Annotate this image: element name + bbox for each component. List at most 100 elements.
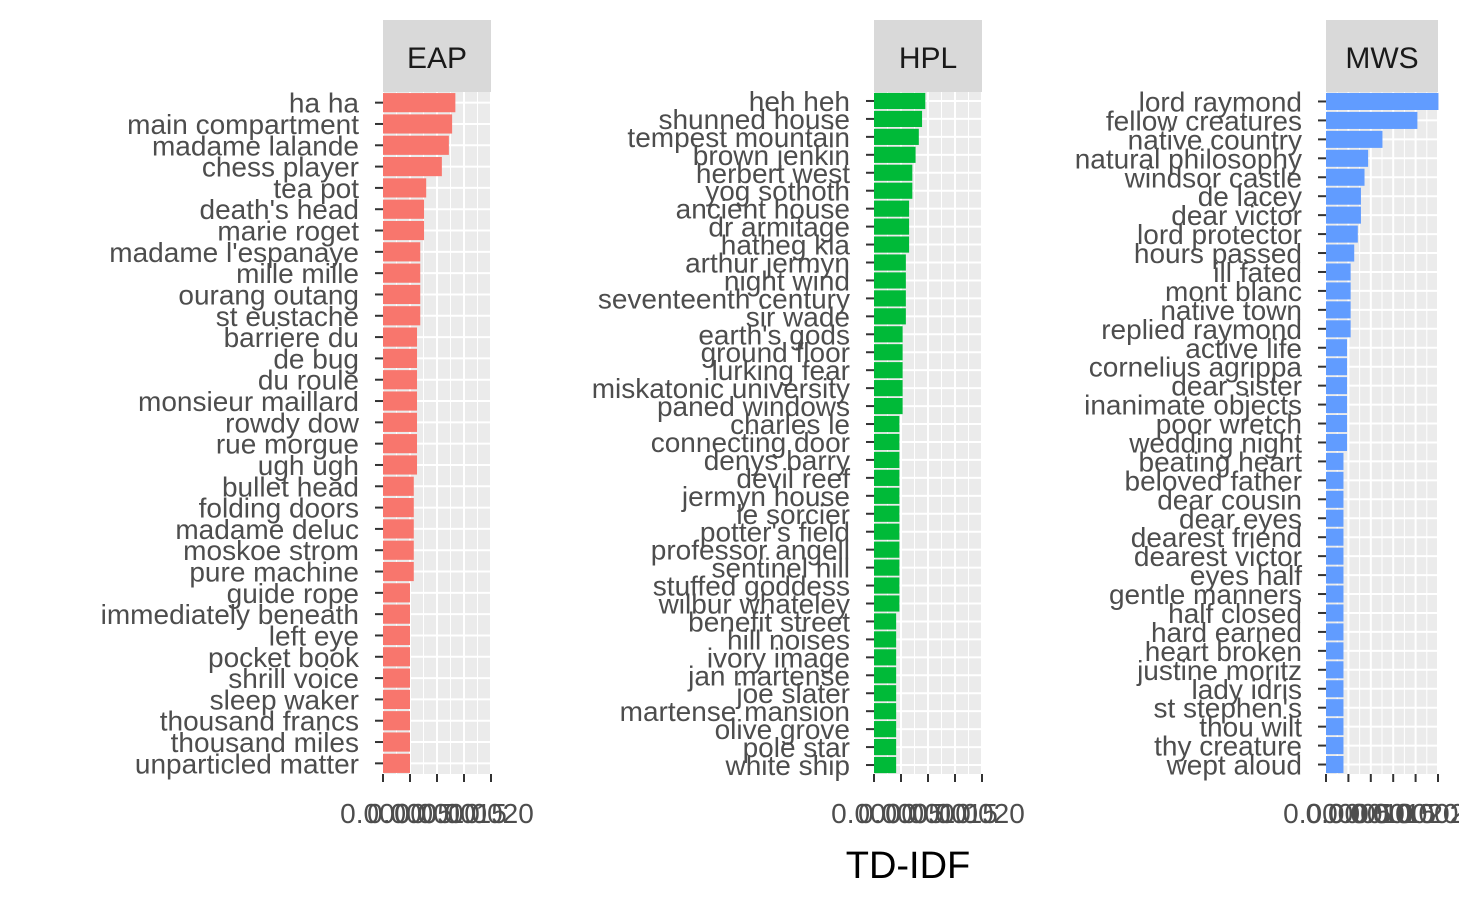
category-label: active life bbox=[1185, 333, 1302, 364]
bar bbox=[874, 218, 910, 235]
bar bbox=[874, 649, 897, 666]
category-label: lady idris bbox=[1192, 674, 1302, 705]
category-label: paned windows bbox=[657, 391, 850, 422]
category-label: hill noises bbox=[727, 624, 850, 655]
bar bbox=[1326, 358, 1348, 376]
category-label: hours passed bbox=[1134, 238, 1302, 269]
category-label: main compartment bbox=[127, 109, 359, 140]
bar bbox=[874, 595, 900, 612]
x-tick-label: 0.0000 bbox=[831, 798, 917, 829]
x-tick-label: 0.0010 bbox=[1328, 798, 1414, 829]
category-label: sentinel hill bbox=[711, 553, 850, 584]
category-label: heart broken bbox=[1145, 636, 1302, 667]
category-label: sleep waker bbox=[210, 684, 359, 715]
bar bbox=[874, 451, 900, 468]
bar bbox=[874, 146, 916, 163]
bar bbox=[1326, 737, 1344, 755]
category-label: jan martense bbox=[687, 660, 850, 691]
bar bbox=[874, 703, 897, 720]
category-label: tea pot bbox=[273, 173, 359, 204]
bar bbox=[383, 519, 414, 539]
bar bbox=[383, 370, 418, 390]
category-label: beloved father bbox=[1125, 465, 1302, 496]
category-label: justine moritz bbox=[1136, 655, 1302, 686]
bar bbox=[874, 326, 903, 343]
bar bbox=[874, 398, 903, 415]
category-label: hatheg kla bbox=[721, 230, 851, 261]
x-tick-label: 0.0015 bbox=[421, 798, 507, 829]
bar bbox=[874, 541, 900, 558]
x-tick-label: 0.0000 bbox=[1283, 798, 1369, 829]
bar bbox=[1326, 509, 1344, 527]
category-label: bullet head bbox=[222, 471, 359, 502]
x-tick-label: 0.0005 bbox=[858, 798, 944, 829]
bar bbox=[874, 344, 903, 361]
category-label: wilbur whateley bbox=[658, 589, 850, 620]
category-label: madame l'espanaye bbox=[109, 237, 359, 268]
bar bbox=[1326, 187, 1361, 205]
bar bbox=[1326, 320, 1351, 338]
category-label: connecting door bbox=[651, 427, 850, 458]
category-label: tempest mountain bbox=[627, 122, 850, 153]
category-label: professor angell bbox=[651, 535, 850, 566]
category-label: martense mansion bbox=[620, 696, 850, 727]
bar bbox=[383, 199, 425, 219]
category-label: white ship bbox=[724, 750, 850, 781]
bar bbox=[383, 327, 418, 347]
category-label: seventeenth century bbox=[598, 283, 850, 314]
bar bbox=[874, 487, 900, 504]
facet-strip-label: EAP bbox=[407, 42, 467, 75]
category-label: thousand francs bbox=[160, 706, 359, 737]
category-label: st eustache bbox=[216, 301, 359, 332]
category-label: st stephen's bbox=[1153, 693, 1302, 724]
category-label: earth's gods bbox=[698, 319, 850, 350]
bar bbox=[383, 93, 456, 113]
bar bbox=[1326, 339, 1348, 357]
bar bbox=[383, 178, 427, 198]
bar bbox=[383, 668, 410, 688]
bar bbox=[383, 476, 414, 496]
bar bbox=[1326, 680, 1344, 698]
bar bbox=[874, 631, 897, 648]
bar bbox=[1326, 718, 1344, 736]
bar bbox=[874, 272, 906, 289]
category-label: folding doors bbox=[199, 493, 359, 524]
bar bbox=[874, 469, 900, 486]
category-label: chess player bbox=[202, 152, 359, 183]
bar bbox=[1326, 756, 1344, 774]
bar bbox=[874, 505, 900, 522]
bar bbox=[1326, 282, 1351, 300]
bar bbox=[874, 362, 903, 379]
bar bbox=[874, 667, 897, 684]
x-tick-label: 0.0005 bbox=[1306, 798, 1392, 829]
x-tick-label: 0.0020 bbox=[448, 798, 534, 829]
category-label: pure machine bbox=[189, 557, 359, 588]
bar bbox=[383, 220, 425, 241]
category-label: thousand miles bbox=[171, 727, 359, 758]
bar bbox=[383, 434, 418, 454]
facet-strip bbox=[874, 20, 982, 92]
bar bbox=[1326, 92, 1439, 110]
bar bbox=[874, 380, 903, 397]
bar bbox=[383, 348, 418, 368]
category-label: monsieur maillard bbox=[138, 386, 359, 417]
x-tick-label: 0.0015 bbox=[1350, 798, 1436, 829]
category-label: moskoe strom bbox=[183, 535, 359, 566]
bar bbox=[1326, 149, 1369, 167]
category-label: dearest victor bbox=[1134, 541, 1302, 572]
bar bbox=[874, 128, 919, 145]
bar bbox=[1326, 263, 1351, 281]
bar bbox=[383, 284, 421, 305]
category-label: dear sister bbox=[1171, 371, 1302, 402]
category-label: potter's field bbox=[700, 517, 850, 548]
category-label: gentle manners bbox=[1109, 579, 1302, 610]
category-label: lord raymond bbox=[1139, 86, 1302, 117]
facet-strip-label: MWS bbox=[1345, 42, 1418, 75]
category-label: left eye bbox=[269, 620, 359, 651]
bar bbox=[874, 559, 900, 576]
bar bbox=[383, 242, 421, 262]
category-label: devil reef bbox=[736, 463, 850, 494]
bar bbox=[383, 732, 410, 752]
category-label: beating heart bbox=[1139, 446, 1303, 477]
bar bbox=[383, 540, 414, 560]
